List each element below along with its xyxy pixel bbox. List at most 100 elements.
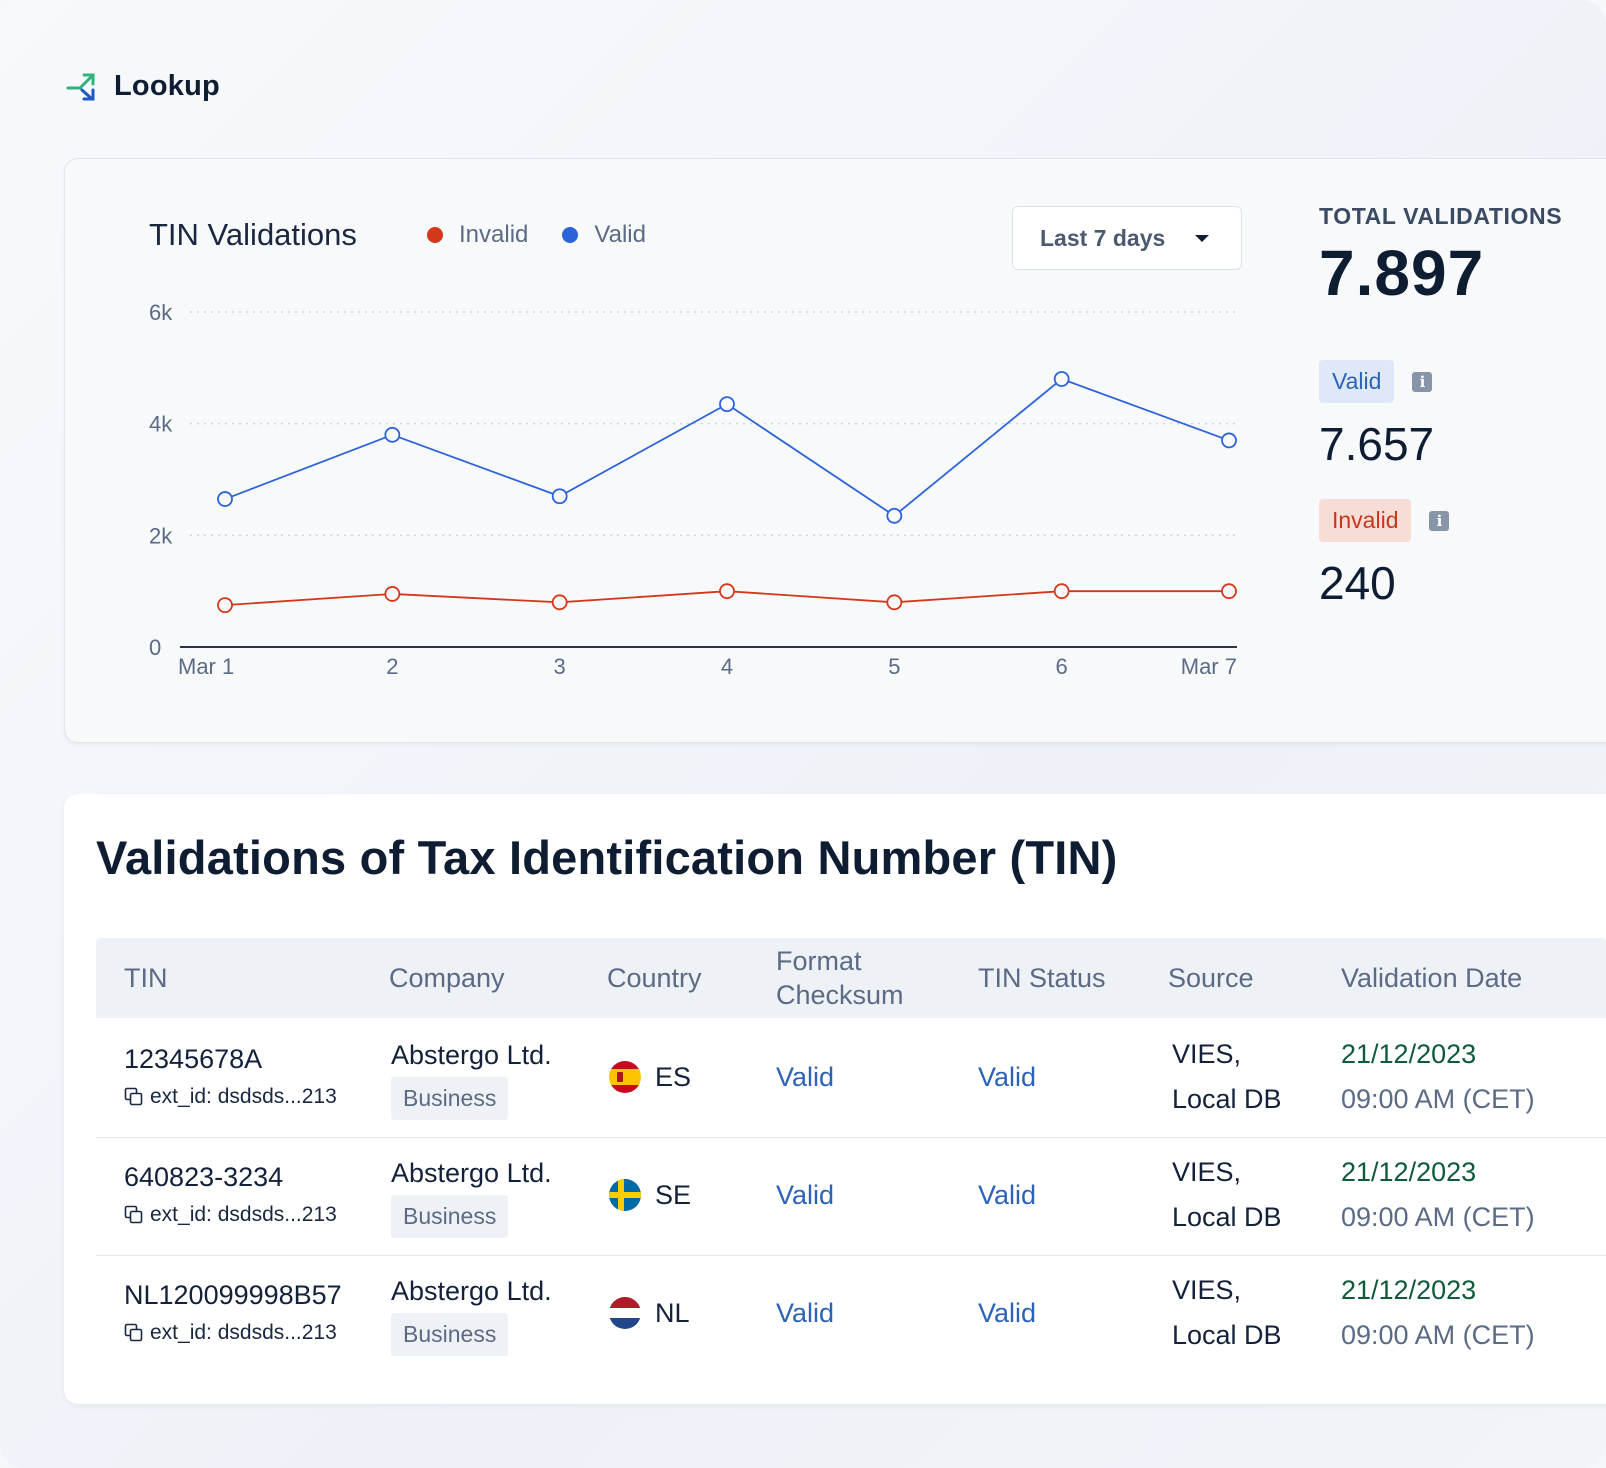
table-header: TIN Company Country Format Checksum TIN … [96, 938, 1606, 1018]
app-header: Lookup [66, 66, 220, 106]
legend-label-invalid: Invalid [459, 221, 529, 248]
spain-flag-icon [609, 1061, 641, 1093]
tin-status-value[interactable]: Valid [978, 1298, 1037, 1328]
source-line-2: Local DB [1172, 1202, 1282, 1232]
column-header-validation-date[interactable]: Validation Date [1341, 963, 1523, 993]
column-header-source[interactable]: Source [1168, 963, 1254, 993]
data-point-valid [384, 426, 401, 443]
invalid-count: 240 [1319, 557, 1396, 609]
copy-icon[interactable] [124, 1205, 144, 1225]
data-point-valid [886, 507, 903, 524]
data-point-invalid [886, 594, 903, 611]
date-range-dropdown[interactable]: Last 7 days [1012, 206, 1242, 270]
validation-date-cell: 21/12/2023 09:00 AM (CET) [1341, 1150, 1535, 1240]
country-code: SE [655, 1179, 692, 1210]
legend-dot-invalid [427, 227, 443, 243]
company-cell: Abstergo Ltd. Business [391, 1158, 552, 1238]
legend-item-invalid[interactable]: Invalid [427, 221, 528, 249]
legend-dot-valid [562, 227, 579, 243]
validation-time: 09:00 AM (CET) [1341, 1202, 1535, 1232]
column-header-tin[interactable]: TIN [124, 963, 168, 993]
company-name: Abstergo Ltd. [391, 1158, 552, 1188]
company-type-tag: Business [391, 1077, 509, 1120]
invalid-badge-row: Invalid i [1319, 499, 1562, 542]
source-line-2: Local DB [1172, 1084, 1282, 1114]
data-point-invalid [719, 583, 735, 600]
table-row[interactable]: 12345678A ext_id: dsdsds...213 Abstergo Lt… [96, 1018, 1606, 1138]
valid-badge: Valid [1319, 360, 1395, 403]
data-point-valid [1053, 371, 1070, 387]
source-line-1: VIES, [1172, 1157, 1242, 1187]
app-title: Lookup [114, 69, 220, 102]
ext-id[interactable]: ext_id: dsdsds...213 [124, 1203, 337, 1227]
source-line-1: VIES, [1172, 1039, 1242, 1069]
tin-value[interactable]: NL120099998B57 [124, 1280, 342, 1310]
chart-title: TIN Validations [149, 217, 357, 252]
format-checksum-value[interactable]: Valid [776, 1180, 835, 1210]
ext-id-text: ext_id: dsdsds...213 [150, 1321, 337, 1344]
lookup-logo-icon [66, 73, 95, 101]
y-tick-label: 4k [149, 412, 173, 437]
validation-time: 09:00 AM (CET) [1341, 1320, 1535, 1350]
company-cell: Abstergo Ltd. Business [391, 1040, 552, 1120]
country-code: NL [655, 1297, 690, 1328]
format-checksum-value[interactable]: Valid [776, 1298, 835, 1328]
table-row[interactable]: 640823-3234 ext_id: dsdsds...213 Abstergo … [96, 1136, 1606, 1256]
country-code: ES [655, 1061, 692, 1092]
caret-down-icon [1195, 234, 1210, 242]
tin-value[interactable]: 12345678A [124, 1044, 263, 1074]
tin-status-value[interactable]: Valid [978, 1062, 1037, 1092]
table-row[interactable]: NL120099998B57 ext_id: dsdsds...213 Abster… [96, 1254, 1606, 1374]
x-tick-label: 2 [386, 654, 398, 679]
ext-id[interactable]: ext_id: dsdsds...213 [124, 1321, 342, 1345]
source-cell: VIES, Local DB [1172, 1032, 1282, 1122]
tin-cell: 12345678A ext_id: dsdsds...213 [124, 1044, 337, 1109]
info-icon[interactable]: i [1412, 371, 1433, 392]
table-title: Validations of Tax Identification Number… [96, 831, 1118, 884]
country-cell: SE [609, 1179, 691, 1211]
format-checksum-value[interactable]: Valid [776, 1062, 835, 1092]
validation-date: 21/12/2023 [1341, 1275, 1477, 1305]
column-header-company[interactable]: Company [389, 963, 505, 993]
data-point-invalid [1221, 583, 1237, 600]
copy-icon[interactable] [124, 1087, 144, 1107]
ext-id-text: ext_id: dsdsds...213 [150, 1203, 337, 1226]
data-point-invalid [384, 586, 401, 602]
data-point-invalid [551, 594, 568, 611]
column-header-tin-status[interactable]: TIN Status [978, 963, 1106, 993]
column-header-country[interactable]: Country [607, 963, 702, 993]
data-point-invalid [1053, 583, 1070, 600]
x-tick-label: 4 [721, 654, 733, 679]
data-point-valid [551, 488, 568, 505]
copy-icon[interactable] [124, 1323, 144, 1343]
company-name: Abstergo Ltd. [391, 1276, 552, 1306]
date-range-value: Last 7 days [1040, 224, 1166, 251]
tin-cell: 640823-3234 ext_id: dsdsds...213 [124, 1162, 337, 1227]
valid-badge-row: Valid i [1319, 360, 1562, 403]
validation-date: 21/12/2023 [1341, 1039, 1477, 1069]
tin-status-value[interactable]: Valid [978, 1180, 1037, 1210]
column-header-format-checksum[interactable]: Format Checksum [776, 946, 904, 1010]
chart-legend: Invalid Valid [427, 221, 646, 249]
company-type-tag: Business [391, 1313, 509, 1356]
info-icon[interactable]: i [1429, 510, 1450, 531]
y-tick-label: 0 [149, 635, 161, 660]
x-tick-label: 5 [888, 654, 900, 679]
validation-date-cell: 21/12/2023 09:00 AM (CET) [1341, 1268, 1535, 1358]
data-point-valid [1221, 432, 1237, 449]
country-cell: ES [609, 1061, 691, 1093]
tin-value[interactable]: 640823-3234 [124, 1162, 284, 1192]
legend-item-valid[interactable]: Valid [562, 221, 646, 249]
valid-count: 7.657 [1319, 418, 1435, 470]
source-line-1: VIES, [1172, 1275, 1242, 1305]
company-type-tag: Business [391, 1195, 509, 1238]
x-tick-label: 3 [554, 654, 566, 679]
validation-date-cell: 21/12/2023 09:00 AM (CET) [1341, 1032, 1535, 1122]
invalid-badge: Invalid [1319, 499, 1412, 542]
y-tick-label: 6k [149, 300, 173, 325]
stats-panel: TOTAL VALIDATIONS 7.897 Valid i 7.657 In… [1319, 203, 1562, 610]
x-tick-label: Mar 1 [178, 654, 234, 679]
validation-date: 21/12/2023 [1341, 1157, 1477, 1187]
ext-id[interactable]: ext_id: dsdsds...213 [124, 1085, 337, 1109]
